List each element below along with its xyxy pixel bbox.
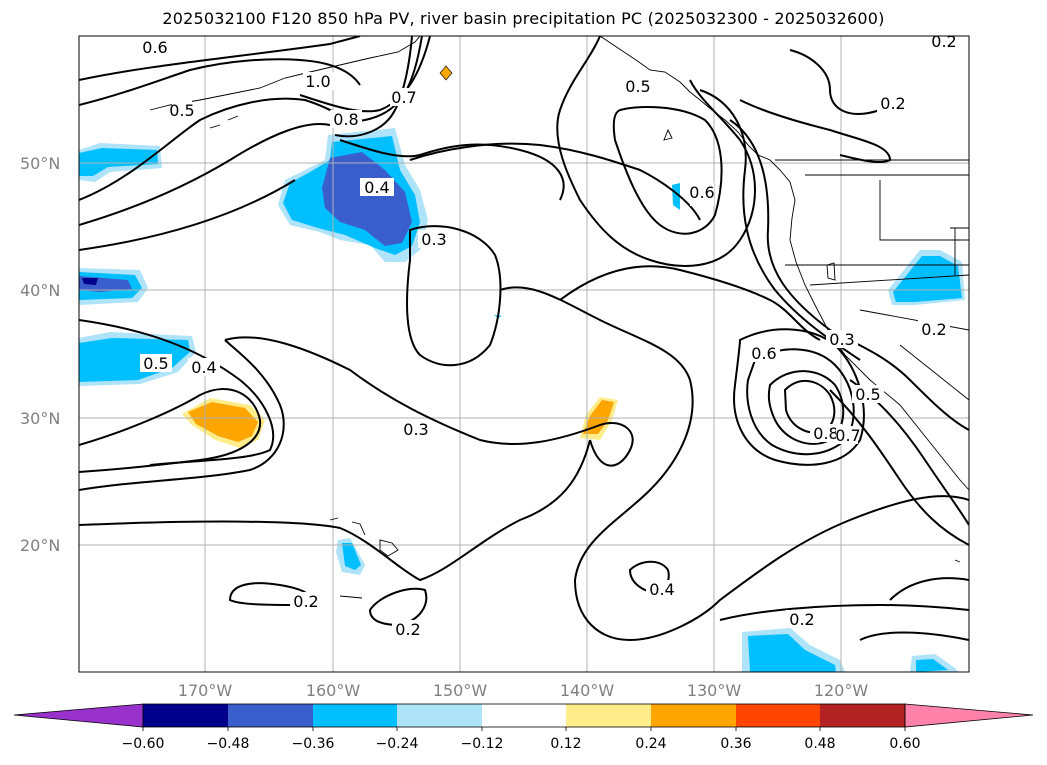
pv-contour <box>829 389 969 546</box>
contour-label: 0.2 <box>931 32 956 51</box>
pv-contour <box>739 99 892 164</box>
contour-label: 0.4 <box>191 358 216 377</box>
coastline-north-america <box>599 36 969 491</box>
lat-label-30n: 30°N <box>20 409 60 428</box>
contour-label: 0.6 <box>142 38 167 57</box>
colorbar-tick-label: −0.36 <box>292 736 335 752</box>
coastline-hawaii <box>329 517 399 557</box>
contour-label: 0.6 <box>689 183 714 202</box>
contour-label: 0.2 <box>395 620 420 639</box>
contour-label: 0.4 <box>364 178 389 197</box>
contour-label: 0.7 <box>835 426 860 445</box>
pv-contour <box>789 49 881 115</box>
pv-contour <box>299 36 431 113</box>
colorbar-extend-low <box>13 703 144 728</box>
contour-label: 0.3 <box>421 230 446 249</box>
pv-contour <box>79 58 361 106</box>
pv-contour <box>733 328 865 466</box>
contour-label-group: 0.6 1.0 0.7 0.5 0.8 0.4 0.5 0.2 0.3 0.5 … <box>140 32 960 639</box>
colorbar-segment <box>566 704 651 727</box>
contour-label: 1.0 <box>305 72 330 91</box>
coastline-aleutians <box>149 36 421 111</box>
pv-contour <box>79 388 262 473</box>
contour-label: 0.3 <box>829 330 854 349</box>
contour-label: 0.6 <box>751 344 776 363</box>
pv-contour <box>368 587 428 627</box>
colorbar-extend-high <box>904 703 1034 728</box>
pv-contour <box>79 339 285 491</box>
colorbar-segment <box>313 704 397 727</box>
pv-contour <box>406 225 502 367</box>
pv-contour <box>612 106 723 235</box>
pv-contour <box>556 36 756 267</box>
colorbar-segment <box>482 704 566 727</box>
colorbar: −0.60 −0.48 −0.36 −0.24 −0.12 0.12 0.24 … <box>13 703 1034 752</box>
lon-label-130w: 130°W <box>687 681 742 700</box>
pv-contour <box>79 319 275 466</box>
pv-contour <box>79 439 591 582</box>
colorbar-tick-label: 0.48 <box>804 736 835 752</box>
precip-blob-orange-diamond <box>439 65 453 81</box>
colorbar-segment <box>228 704 313 727</box>
contour-label: 0.2 <box>293 592 318 611</box>
map-frame <box>78 35 970 673</box>
colorbar-tick-label: −0.24 <box>376 736 419 752</box>
graticule <box>79 36 969 672</box>
lon-label-160w: 160°W <box>306 681 361 700</box>
contour-label: 0.5 <box>143 354 168 373</box>
colorbar-tick-label: 0.12 <box>550 736 581 752</box>
lon-label-120w: 120°W <box>814 681 869 700</box>
colorbar-tick-label: 0.24 <box>635 736 666 752</box>
pv-contour <box>719 603 969 621</box>
pv-contour <box>79 97 356 201</box>
contour-label: 0.2 <box>921 320 946 339</box>
pv-contour <box>859 631 969 641</box>
pv-contour <box>889 577 969 601</box>
pv-contour <box>783 380 836 434</box>
colorbar-tick-label: 0.36 <box>720 736 751 752</box>
colorbar-segment <box>397 704 482 727</box>
colorbar-segment <box>820 704 905 727</box>
colorbar-tick-label: −0.48 <box>207 736 250 752</box>
pv-contour <box>559 265 821 341</box>
pv-contour <box>499 286 969 642</box>
contour-label: 0.3 <box>403 420 428 439</box>
lon-label-140w: 140°W <box>560 681 615 700</box>
contour-label: 0.5 <box>169 101 194 120</box>
colorbar-tick-label: −0.60 <box>122 736 165 752</box>
pv-contour <box>79 36 361 81</box>
pv-contours <box>79 36 969 642</box>
lat-label-50n: 50°N <box>20 154 60 173</box>
lat-label-40n: 40°N <box>20 281 60 300</box>
contour-label: 0.7 <box>391 88 416 107</box>
contour-label: 0.8 <box>813 424 838 443</box>
pv-contour <box>339 139 565 201</box>
contour-label: 0.2 <box>789 610 814 629</box>
lat-label-20n: 20°N <box>20 536 60 555</box>
colorbar-segment <box>143 704 228 727</box>
lon-label-170w: 170°W <box>178 681 233 700</box>
colorbar-segment <box>651 704 736 727</box>
lon-label-150w: 150°W <box>433 681 488 700</box>
coastlines <box>149 36 969 599</box>
colorbar-segment <box>736 704 820 727</box>
pv-contour <box>224 336 634 467</box>
contour-label: 0.5 <box>855 385 880 404</box>
colorbar-tick-label: 0.60 <box>889 736 920 752</box>
contour-label: 0.5 <box>625 77 650 96</box>
pv-contour <box>409 142 701 221</box>
contour-label: 0.2 <box>880 94 905 113</box>
pv-contour <box>699 89 861 361</box>
plot-title: 2025032100 F120 850 hPa PV, river basin … <box>162 9 885 28</box>
contour-label: 0.8 <box>333 110 358 129</box>
contour-label: 0.4 <box>649 580 674 599</box>
colorbar-tick-label: −0.12 <box>461 736 504 752</box>
pv-contour <box>79 123 331 226</box>
pv-contour <box>334 36 413 138</box>
precip-shading <box>79 65 965 672</box>
pv-contour <box>79 179 296 251</box>
pv-contour <box>729 119 969 431</box>
